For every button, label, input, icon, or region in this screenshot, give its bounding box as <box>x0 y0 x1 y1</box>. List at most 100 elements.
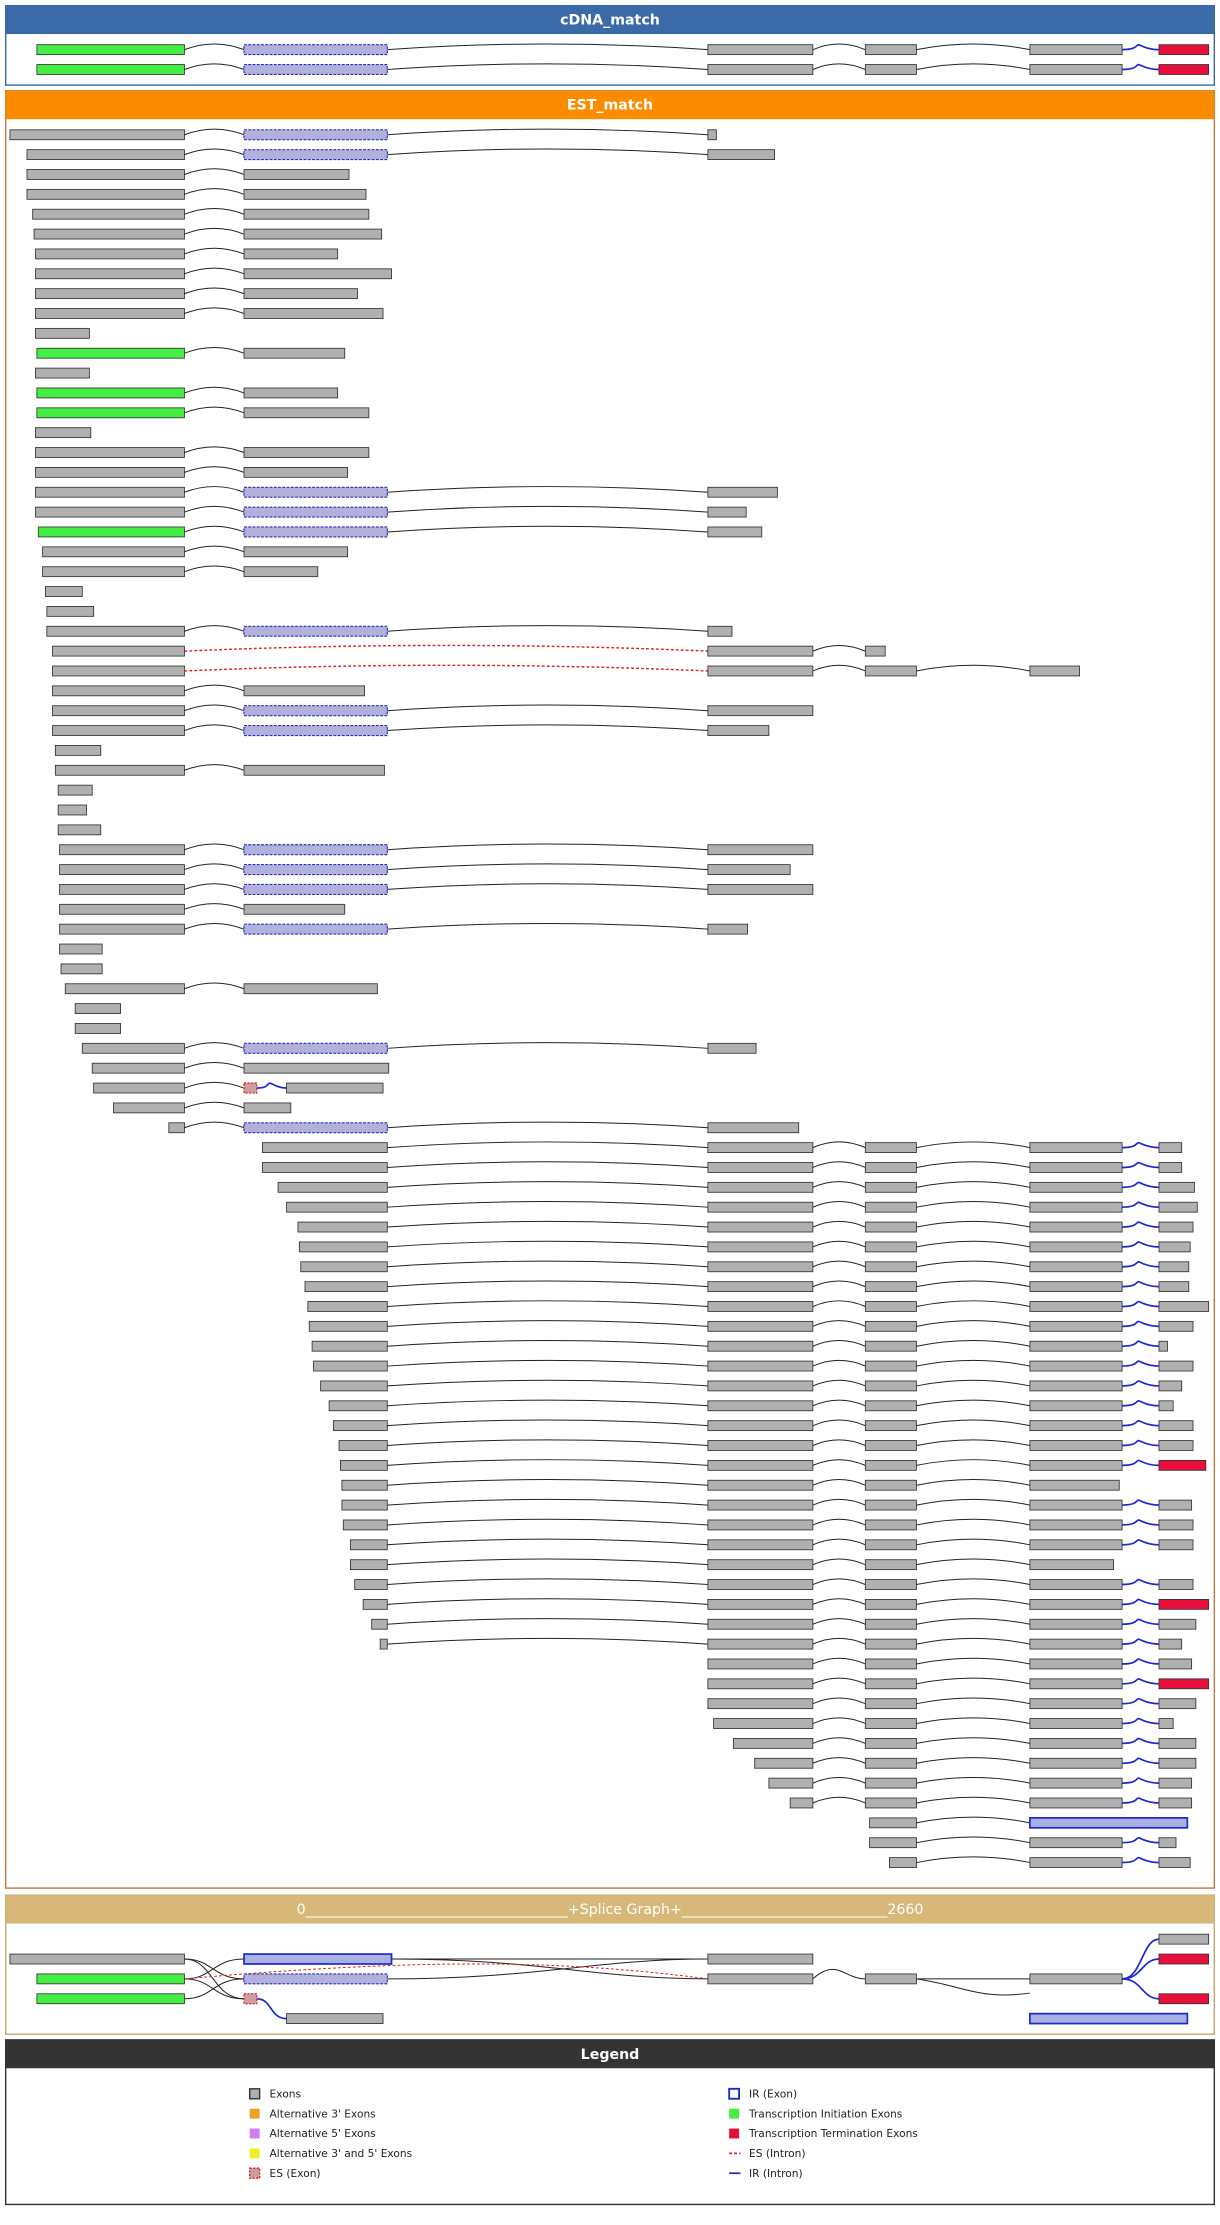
exon <box>707 1340 814 1352</box>
ir-intron <box>1122 1737 1159 1745</box>
exon <box>243 1042 388 1054</box>
exon <box>1029 1678 1123 1690</box>
intron <box>387 1578 708 1586</box>
ir-intron <box>1122 1320 1159 1328</box>
exon <box>1029 1241 1123 1253</box>
intron <box>916 1340 1030 1347</box>
intron <box>916 1141 1030 1149</box>
cdna-title: cDNA_match <box>560 13 660 29</box>
exon <box>864 1281 917 1293</box>
intron <box>916 1836 1030 1844</box>
exon <box>864 1797 917 1809</box>
exon <box>707 1618 814 1630</box>
exon <box>1158 1837 1177 1849</box>
ir-intron <box>1122 43 1159 51</box>
exon <box>864 1181 917 1193</box>
ir-intron <box>1122 1141 1159 1149</box>
exon <box>864 1380 917 1392</box>
exon <box>707 1320 814 1332</box>
exon <box>1029 1638 1123 1650</box>
legend-label: IR (Intron) <box>749 2167 803 2180</box>
intron <box>812 644 866 652</box>
splice-header <box>5 1895 1215 1924</box>
exon <box>57 784 93 796</box>
exon <box>362 1598 388 1610</box>
exon <box>1029 1400 1123 1412</box>
exon <box>864 1559 917 1571</box>
exon <box>1029 1499 1123 1511</box>
exon <box>864 1579 917 1590</box>
intron <box>387 883 708 890</box>
exon <box>371 1618 388 1630</box>
intron <box>387 1399 708 1407</box>
intron <box>812 1181 866 1188</box>
exon <box>1158 1142 1183 1153</box>
exon <box>864 1519 917 1531</box>
exon <box>243 725 388 737</box>
exon <box>297 1221 388 1233</box>
exon <box>54 764 185 776</box>
legend-icon <box>729 2108 740 2119</box>
ir-intron <box>1122 1717 1159 1725</box>
ir-intron <box>1122 1340 1159 1348</box>
exon <box>60 963 103 975</box>
intron <box>184 148 245 156</box>
ir-intron <box>1122 1419 1159 1427</box>
intron <box>387 128 708 136</box>
exon <box>36 407 185 419</box>
est-panel <box>4 90 1216 1889</box>
legend-icon <box>249 2108 260 2119</box>
exon <box>1029 1420 1123 1432</box>
exon <box>36 44 185 56</box>
intron <box>812 43 866 51</box>
exon <box>300 1261 388 1273</box>
ir-intron <box>1122 63 1159 71</box>
est-header <box>5 90 1215 120</box>
exon <box>1029 1519 1123 1531</box>
exon <box>243 685 366 697</box>
exon <box>864 1301 917 1312</box>
exon <box>349 1539 388 1551</box>
exon <box>707 1638 814 1650</box>
exon <box>707 1559 814 1571</box>
exon <box>59 844 185 856</box>
exon <box>262 1162 388 1173</box>
exon <box>864 1440 917 1451</box>
exon <box>732 1738 814 1749</box>
ir-intron <box>256 1082 287 1089</box>
intron <box>812 1796 866 1804</box>
intron <box>184 565 245 573</box>
exon <box>35 288 185 300</box>
exon <box>286 2013 384 2024</box>
exon <box>707 705 814 717</box>
intron <box>916 1518 1030 1526</box>
exon <box>243 188 367 200</box>
intron <box>184 903 245 910</box>
intron <box>387 1141 708 1149</box>
exon <box>1029 1162 1123 1173</box>
ir-intron <box>1122 1638 1159 1645</box>
intron <box>387 1598 708 1605</box>
exon <box>707 884 814 895</box>
exon <box>707 665 814 677</box>
exon <box>1158 1340 1168 1352</box>
intron <box>916 1201 1030 1208</box>
exon <box>33 228 185 240</box>
exon <box>1158 1261 1190 1273</box>
exon <box>707 1658 814 1670</box>
exon <box>864 44 917 56</box>
legend-icon <box>728 2087 741 2100</box>
intron <box>812 1320 866 1327</box>
ir-intron <box>1122 1777 1159 1784</box>
exon <box>59 923 185 935</box>
intron <box>184 347 245 354</box>
intron <box>812 1498 866 1506</box>
ir-intron <box>1122 1181 1159 1189</box>
intron <box>916 1657 1030 1665</box>
intron <box>184 1042 245 1049</box>
exon <box>864 1499 917 1511</box>
intron <box>184 704 245 712</box>
intron <box>916 1498 1030 1506</box>
intron <box>916 1637 1030 1645</box>
